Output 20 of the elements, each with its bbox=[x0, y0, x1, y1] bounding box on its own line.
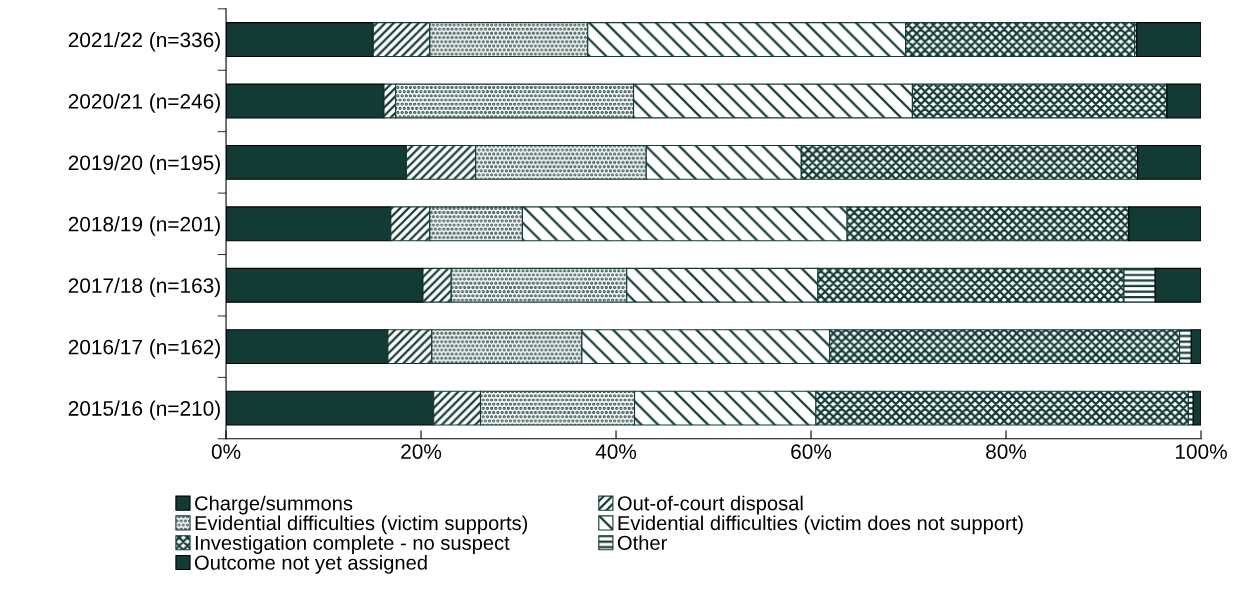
y-tick-label: 2015/16 (n=210) bbox=[68, 400, 220, 420]
y-tick-label: 2018/19 (n=201) bbox=[68, 216, 220, 236]
legend-label: Charge/summons bbox=[195, 495, 353, 515]
x-tick-label: 20% bbox=[401, 444, 442, 459]
x-tick-label: 0% bbox=[211, 444, 241, 459]
x-tick-label: 40% bbox=[595, 444, 637, 459]
x-tick-label: 80% bbox=[986, 444, 1027, 459]
x-tick-label: 100% bbox=[1175, 444, 1227, 459]
legend-label: Evidential difficulties (victim does not support) bbox=[618, 515, 1023, 535]
y-tick-label: 2019/20 (n=195) bbox=[68, 154, 220, 175]
y-tick-label: 2016/17 (n=162) bbox=[68, 339, 220, 359]
y-tick-label: 2017/18 (n=163) bbox=[68, 277, 220, 298]
legend-label: Outcome not yet assigned bbox=[195, 554, 427, 574]
legend-label: Investigation complete - no suspect bbox=[195, 535, 510, 554]
legend-label: Out-of-court disposal bbox=[617, 495, 803, 515]
x-tick-label: 60% bbox=[791, 444, 832, 459]
legend-label: Evidential difficulties (victim supports) bbox=[195, 515, 528, 535]
legend-label: Other bbox=[617, 535, 667, 550]
y-tick-label: 2021/22 (n=336) bbox=[68, 32, 220, 52]
y-tick-label: 2020/21 (n=246) bbox=[68, 93, 220, 113]
